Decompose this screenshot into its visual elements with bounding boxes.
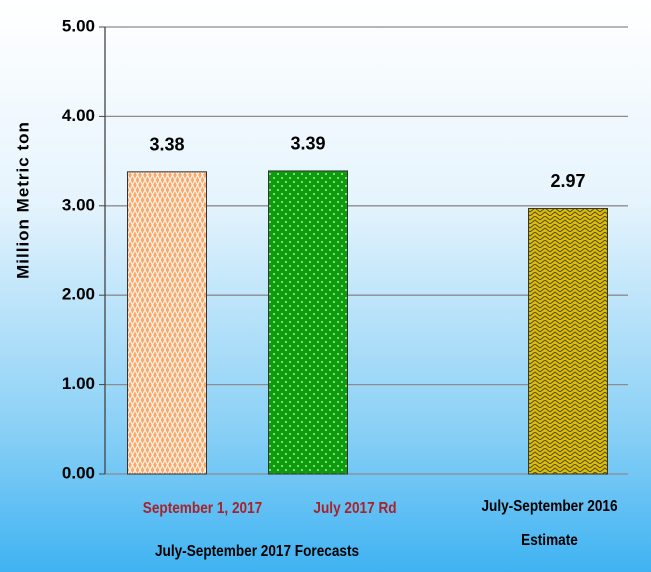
y-axis-label: Million Metric ton — [13, 121, 32, 279]
y-tick-label: 1.00 — [62, 374, 95, 393]
y-tick-label: 2.00 — [62, 285, 95, 304]
x-tick-label: July 2017 Rd — [313, 500, 397, 517]
bar — [127, 171, 207, 475]
y-tick-label: 4.00 — [62, 106, 95, 125]
y-tick-label: 3.00 — [62, 195, 95, 214]
value-label: 3.39 — [290, 134, 325, 154]
y-tick-label: 5.00 — [62, 16, 95, 35]
bar — [528, 207, 608, 475]
x-tick-label: September 1, 2017 — [142, 500, 263, 517]
y-tick-label: 0.00 — [62, 463, 95, 482]
value-label: 3.38 — [149, 135, 184, 155]
bar — [268, 170, 348, 475]
value-label: 2.97 — [550, 171, 585, 191]
group-label: July-September 2017 Forecasts — [154, 543, 360, 560]
x-tick-label: July-September 2016 Estimate — [481, 498, 618, 549]
